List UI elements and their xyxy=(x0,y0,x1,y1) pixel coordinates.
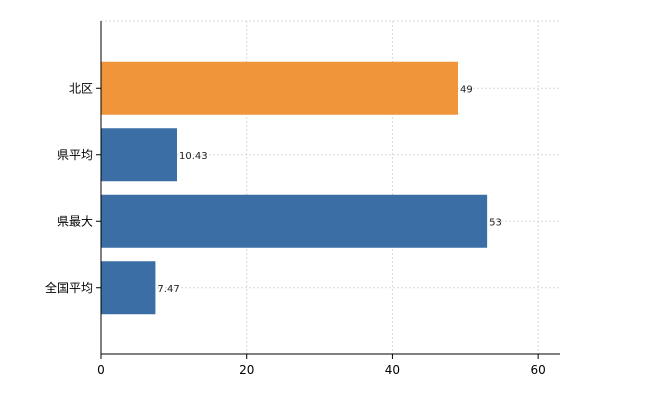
category-label: 北区 xyxy=(69,81,93,95)
category-label: 県平均 xyxy=(57,148,93,162)
bars xyxy=(101,61,488,315)
x-tick-label: 60 xyxy=(531,363,546,377)
bar-0 xyxy=(101,61,458,115)
data-label: 53 xyxy=(489,217,502,228)
data-label: 10.43 xyxy=(179,151,208,162)
category-label: 県最大 xyxy=(57,214,93,228)
data-label: 49 xyxy=(460,84,473,95)
bar-2 xyxy=(101,194,488,248)
axes xyxy=(96,21,560,359)
labels: 0 20 40 60 北区 49 県平均 10.43 県最大 53 全国平均 7.47 xyxy=(45,81,546,377)
x-tick-label: 20 xyxy=(239,363,254,377)
bar-1 xyxy=(101,128,177,182)
x-tick-label: 40 xyxy=(385,363,400,377)
x-tick-label: 0 xyxy=(97,363,105,377)
bar-3 xyxy=(101,261,156,315)
data-label: 7.47 xyxy=(157,284,179,295)
category-label: 全国平均 xyxy=(45,280,93,295)
